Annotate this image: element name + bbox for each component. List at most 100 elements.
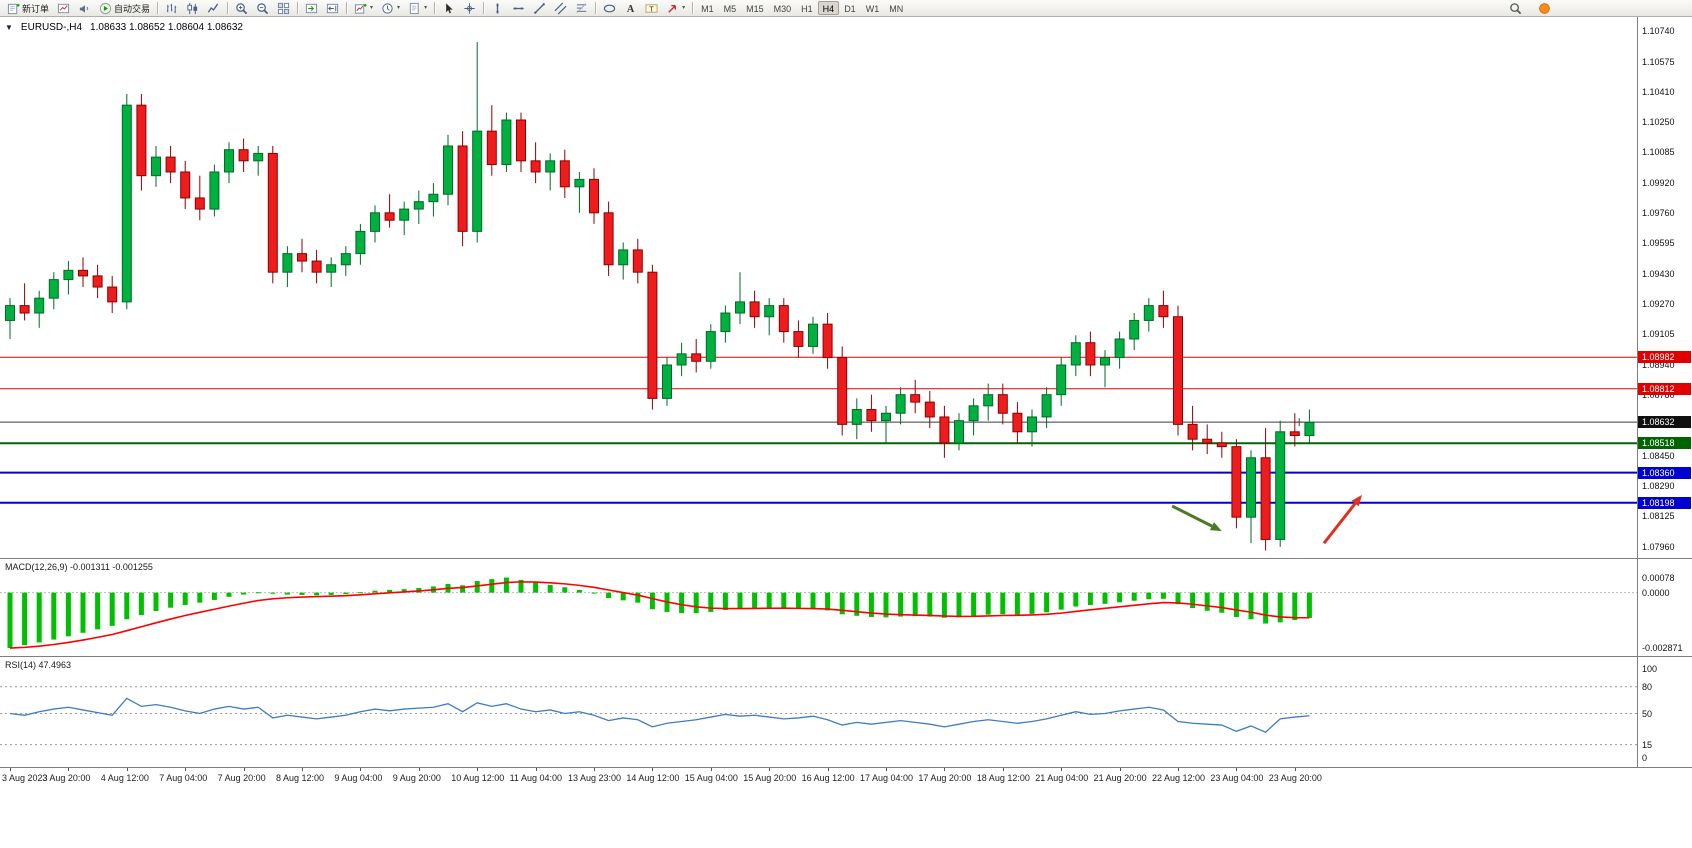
price-badge-1.08982: 1.08982 bbox=[1638, 351, 1691, 364]
macd-axis-label: 0.0000 bbox=[1642, 587, 1670, 598]
arrows-button[interactable]: ▾ bbox=[662, 1, 689, 16]
one-click-trading-toggle-icon[interactable]: ▼ bbox=[5, 23, 13, 32]
timeframe-button-M30[interactable]: M30 bbox=[773, 4, 792, 14]
price-badge-1.08360: 1.08360 bbox=[1638, 466, 1691, 479]
timeframe-button-H4[interactable]: H4 bbox=[817, 1, 840, 15]
clock-icon bbox=[382, 2, 393, 14]
line-chart-button[interactable] bbox=[203, 1, 224, 16]
chart-window: ▼ EURUSD-,H4 1.08633 1.08652 1.08604 1.0… bbox=[0, 17, 1692, 788]
equidistant-channel-button[interactable] bbox=[550, 1, 571, 16]
time-tick bbox=[535, 768, 537, 771]
zoom-out-button[interactable] bbox=[252, 1, 273, 16]
timeframe-button-M15[interactable]: M15 bbox=[746, 4, 764, 14]
macd-pane[interactable]: MACD(12,26,9) -0.001311 -0.001255 bbox=[0, 559, 1637, 656]
text-label-button[interactable]: T bbox=[641, 1, 662, 16]
ellipse-icon bbox=[603, 4, 616, 12]
ohlc-values: 1.08633 1.08652 1.08604 1.08632 bbox=[90, 22, 243, 33]
timeframe-button-MN[interactable]: MN bbox=[889, 4, 904, 14]
search-button[interactable] bbox=[1505, 1, 1526, 16]
trend-arrow-red[interactable] bbox=[1322, 494, 1362, 545]
periods-button[interactable]: ▾ bbox=[377, 1, 404, 16]
candlestick-chart-button[interactable] bbox=[182, 1, 203, 16]
macd-axis[interactable]: 0.00078 0.0000 -0.002871 bbox=[1638, 559, 1692, 656]
bar-chart-button[interactable] bbox=[161, 1, 182, 16]
axis-separator bbox=[1637, 17, 1638, 767]
cursor-button[interactable] bbox=[438, 1, 459, 16]
time-label: 17 Aug 04:00 bbox=[860, 773, 914, 783]
textT-icon: T bbox=[645, 4, 658, 13]
vertical-line-button[interactable] bbox=[487, 1, 508, 16]
chart-shift-button[interactable] bbox=[322, 1, 343, 16]
main-chart-pane[interactable]: ▼ EURUSD-,H4 1.08633 1.08652 1.08604 1.0… bbox=[0, 17, 1637, 558]
templates-button[interactable]: ▾ bbox=[404, 1, 431, 16]
pane-separator-rsi[interactable] bbox=[0, 656, 1692, 657]
rsi-axis-label: 50 bbox=[1642, 708, 1653, 719]
fibonacci-button[interactable] bbox=[571, 1, 592, 16]
time-label: 21 Aug 20:00 bbox=[1093, 773, 1147, 783]
time-tick bbox=[886, 768, 887, 771]
toolbar-separator bbox=[595, 2, 597, 14]
price-label: 1.10085 bbox=[1642, 147, 1675, 158]
pane-separator-macd[interactable] bbox=[0, 558, 1692, 559]
trendline-button[interactable] bbox=[529, 1, 550, 16]
time-tick bbox=[710, 768, 712, 771]
time-label: 10 Aug 12:00 bbox=[451, 773, 505, 783]
charts-button[interactable] bbox=[53, 1, 74, 16]
time-label: 15 Aug 04:00 bbox=[684, 773, 738, 783]
macd-indicator-label: MACD(12,26,9) -0.001311 -0.001255 bbox=[5, 562, 153, 572]
price-axis[interactable]: 1.10740 1.10575 1.10410 1.10250 1.10085 1.099… bbox=[1638, 17, 1692, 558]
macd-signal-line bbox=[9, 581, 1310, 649]
textA-icon: A bbox=[627, 4, 635, 15]
price-label: 1.10575 bbox=[1642, 56, 1675, 67]
crosshair-button[interactable] bbox=[459, 1, 480, 16]
time-label: 3 Aug 20:00 bbox=[42, 773, 91, 783]
shapes-button[interactable] bbox=[599, 1, 620, 16]
notification-indicator[interactable] bbox=[1534, 1, 1555, 16]
toolbar-separator bbox=[346, 2, 348, 14]
chart-window-icon bbox=[57, 3, 70, 13]
rsi-pane[interactable]: RSI(14) 47.4963 bbox=[0, 657, 1637, 766]
hline-objects bbox=[0, 356, 1637, 504]
time-axis[interactable]: 3 Aug 2023 3 Aug 20:00 4 Aug 12:00 7 Aug 04… bbox=[0, 767, 1692, 788]
macd-chart[interactable] bbox=[0, 559, 1637, 656]
time-label: 11 Aug 04:00 bbox=[509, 773, 562, 783]
time-tick bbox=[1178, 768, 1179, 771]
auto-scroll-button[interactable] bbox=[301, 1, 322, 16]
timeframe-button-D1[interactable]: D1 bbox=[844, 4, 856, 14]
zoom-in-button[interactable] bbox=[231, 1, 252, 16]
trend-arrow-green[interactable] bbox=[1171, 504, 1222, 532]
timeframe-button-W1[interactable]: W1 bbox=[865, 4, 880, 14]
candlestick-chart[interactable] bbox=[0, 17, 1637, 558]
time-tick bbox=[769, 768, 771, 771]
text-button[interactable]: A bbox=[620, 1, 641, 16]
time-tick bbox=[827, 768, 829, 771]
time-label: 9 Aug 04:00 bbox=[334, 773, 383, 783]
cursor-icon bbox=[446, 2, 453, 13]
time-tick bbox=[126, 768, 128, 771]
time-tick bbox=[594, 768, 595, 771]
rsi-axis-label: 80 bbox=[1642, 681, 1653, 692]
vline-icon bbox=[496, 2, 499, 14]
time-tick bbox=[10, 768, 11, 771]
time-label: 4 Aug 12:00 bbox=[100, 773, 149, 783]
new-chart-button[interactable]: ▾ bbox=[350, 1, 377, 16]
autotrading-button[interactable]: 自动交易 bbox=[95, 1, 154, 16]
time-tick bbox=[477, 768, 479, 771]
tile-windows-button[interactable] bbox=[273, 1, 294, 16]
time-tick bbox=[652, 768, 654, 771]
time-label: 23 Aug 04:00 bbox=[1210, 773, 1264, 783]
timeframe-button-M5[interactable]: M5 bbox=[723, 4, 737, 14]
rsi-chart[interactable] bbox=[0, 657, 1637, 766]
price-label: 1.08125 bbox=[1642, 511, 1675, 522]
horizontal-line-button[interactable] bbox=[508, 1, 529, 16]
price-label: 1.09430 bbox=[1642, 269, 1675, 280]
timeframe-button-H1[interactable]: H1 bbox=[801, 4, 813, 14]
zoom-in-icon bbox=[236, 2, 248, 14]
rsi-axis[interactable]: 100 80 50 15 0 bbox=[1638, 657, 1692, 766]
market-watch-button[interactable] bbox=[74, 1, 95, 16]
toolbar-separator bbox=[483, 2, 485, 14]
new-order-button[interactable]: 新订单 bbox=[3, 1, 53, 16]
svg-text:T: T bbox=[649, 4, 654, 13]
rsi-axis-label: 0 bbox=[1642, 752, 1648, 763]
timeframe-button-M1[interactable]: M1 bbox=[701, 4, 714, 14]
